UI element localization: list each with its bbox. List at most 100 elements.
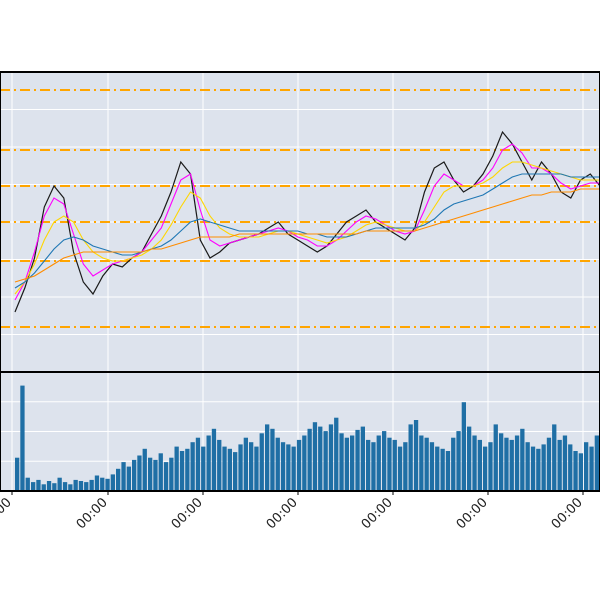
x-axis-ticks: 00:00 00:00 00:00 00:00 00:00 00:00 00:00 bbox=[0, 491, 586, 532]
volume-bar bbox=[536, 448, 541, 491]
volume-bar bbox=[116, 468, 121, 491]
volume-bar bbox=[132, 459, 137, 491]
volume-bar bbox=[376, 435, 381, 491]
volume-bar bbox=[36, 479, 41, 491]
volume-bar bbox=[355, 429, 360, 491]
volume-bar bbox=[403, 442, 408, 491]
volume-bar bbox=[328, 424, 334, 491]
volume-panel-frame bbox=[0, 371, 600, 492]
volume-bar bbox=[461, 402, 466, 491]
volume-bar bbox=[467, 426, 472, 491]
volume-bar bbox=[509, 439, 514, 491]
volume-bar bbox=[153, 459, 158, 491]
volume-bar bbox=[504, 437, 509, 491]
volume-bar bbox=[360, 426, 365, 491]
volume-bar bbox=[440, 448, 445, 491]
volume-bar bbox=[483, 446, 488, 491]
volume-bar bbox=[94, 475, 100, 491]
volume-bar bbox=[382, 431, 387, 491]
volume-bar bbox=[100, 477, 105, 491]
volume-bar bbox=[275, 437, 280, 491]
volume-bar bbox=[227, 448, 232, 491]
volume-bar bbox=[73, 479, 78, 491]
volume-bar bbox=[594, 435, 599, 491]
volume-bar bbox=[493, 424, 498, 491]
price-horizontal-levels bbox=[0, 89, 600, 328]
volume-bar bbox=[488, 442, 493, 491]
volume-bar bbox=[174, 446, 179, 491]
volume-bar bbox=[296, 439, 302, 491]
volume-bar bbox=[514, 435, 520, 491]
volume-bar bbox=[344, 437, 349, 491]
volume-bar bbox=[350, 435, 355, 491]
volume-bar bbox=[222, 446, 227, 491]
volume-bar bbox=[158, 453, 163, 491]
x-tick-label: 00:00 bbox=[169, 495, 206, 532]
volume-bar bbox=[546, 437, 552, 491]
volume-bar bbox=[179, 451, 185, 491]
volume-bar bbox=[435, 446, 440, 491]
volume-bar bbox=[62, 482, 68, 491]
volume-bar bbox=[397, 446, 403, 491]
volume-bar bbox=[472, 435, 477, 491]
volume-bar bbox=[312, 422, 318, 491]
volume-bar bbox=[520, 428, 525, 491]
volume-bar bbox=[270, 428, 275, 491]
volume-bar bbox=[110, 474, 115, 491]
volume-bar bbox=[84, 482, 89, 491]
volume-bar bbox=[15, 457, 20, 491]
volume-bar bbox=[57, 477, 62, 491]
volume-bar bbox=[211, 428, 217, 491]
volume-bar bbox=[25, 477, 30, 491]
x-tick-label: 00:00 bbox=[74, 495, 111, 532]
volume-bar bbox=[530, 446, 536, 491]
volume-bar bbox=[392, 439, 397, 491]
volume-bar bbox=[31, 482, 36, 491]
volume-bar bbox=[562, 435, 568, 491]
x-tick-label: 00:00 bbox=[454, 495, 491, 532]
volume-bar bbox=[233, 452, 238, 491]
volume-bar bbox=[105, 478, 110, 491]
volume-bar bbox=[477, 439, 482, 491]
volume-bar bbox=[126, 466, 131, 491]
volume-bar bbox=[573, 451, 578, 491]
volume-bar bbox=[185, 448, 190, 491]
volume-bar bbox=[217, 439, 222, 491]
volume-bar bbox=[249, 442, 254, 491]
volume-bar bbox=[557, 439, 562, 491]
volume-bar bbox=[318, 426, 323, 491]
volume-bar bbox=[121, 462, 126, 491]
volume-bar bbox=[552, 424, 557, 491]
volume-bar bbox=[334, 417, 339, 491]
x-tick-label: 00:00 bbox=[359, 495, 396, 532]
volume-bar bbox=[291, 446, 296, 491]
volume-bar bbox=[366, 439, 371, 491]
volume-bar bbox=[190, 442, 195, 491]
volume-bar bbox=[445, 451, 451, 491]
volume-bar bbox=[148, 457, 153, 491]
price-series-ma-fast bbox=[14, 143, 600, 301]
volume-bar bbox=[419, 435, 424, 491]
volume-bar bbox=[584, 442, 589, 491]
x-tick-label: 00:00 bbox=[0, 495, 15, 532]
volume-bar bbox=[20, 385, 25, 491]
volume-bar bbox=[541, 444, 546, 491]
volume-bar bbox=[46, 481, 52, 491]
volume-bar bbox=[265, 424, 270, 491]
volume-bar bbox=[78, 481, 84, 491]
x-tick-label: 00:00 bbox=[264, 495, 301, 532]
volume-bar bbox=[89, 479, 94, 491]
price-series-ma-mid bbox=[14, 161, 600, 295]
volume-bar bbox=[41, 484, 46, 491]
volume-bars bbox=[15, 385, 599, 491]
volume-bar bbox=[238, 444, 243, 491]
volume-bar bbox=[456, 431, 461, 491]
volume-bar bbox=[206, 435, 211, 491]
volume-bar bbox=[323, 431, 328, 491]
volume-bar bbox=[525, 442, 530, 491]
volume-bar bbox=[243, 437, 248, 491]
volume-bar bbox=[499, 433, 504, 491]
volume-bar bbox=[429, 442, 435, 491]
x-tick-label: 00:00 bbox=[549, 495, 586, 532]
volume-bar bbox=[307, 428, 312, 491]
